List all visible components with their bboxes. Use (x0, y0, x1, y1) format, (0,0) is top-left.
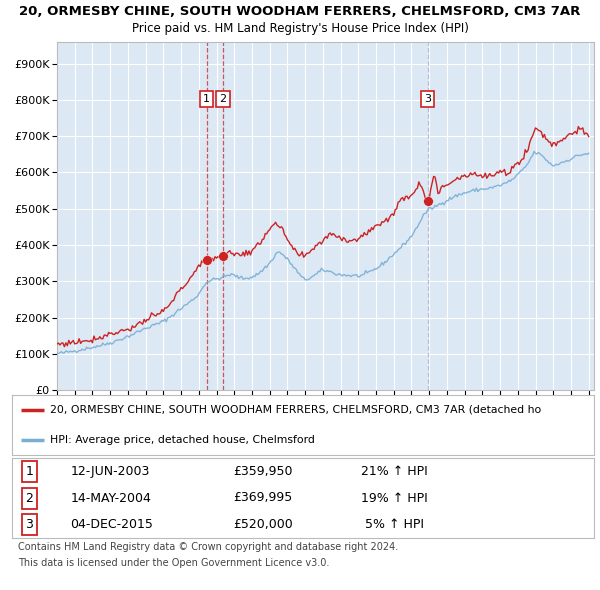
Text: £520,000: £520,000 (233, 518, 293, 531)
Text: 14-MAY-2004: 14-MAY-2004 (70, 491, 151, 504)
Text: 04-DEC-2015: 04-DEC-2015 (70, 518, 153, 531)
Text: 19% ↑ HPI: 19% ↑ HPI (361, 491, 428, 504)
Text: 21% ↑ HPI: 21% ↑ HPI (361, 465, 428, 478)
Text: Contains HM Land Registry data © Crown copyright and database right 2024.: Contains HM Land Registry data © Crown c… (18, 542, 398, 552)
Text: 3: 3 (26, 518, 34, 531)
Text: £359,950: £359,950 (233, 465, 293, 478)
Text: 3: 3 (424, 94, 431, 104)
Text: Price paid vs. HM Land Registry's House Price Index (HPI): Price paid vs. HM Land Registry's House … (131, 22, 469, 35)
Text: 2: 2 (220, 94, 227, 104)
Text: HPI: Average price, detached house, Chelmsford: HPI: Average price, detached house, Chel… (50, 435, 315, 445)
Text: 1: 1 (203, 94, 210, 104)
Text: £369,995: £369,995 (233, 491, 292, 504)
Text: 2: 2 (26, 491, 34, 504)
Text: This data is licensed under the Open Government Licence v3.0.: This data is licensed under the Open Gov… (18, 558, 329, 568)
Text: 1: 1 (26, 465, 34, 478)
Text: 12-JUN-2003: 12-JUN-2003 (70, 465, 149, 478)
Text: 20, ORMESBY CHINE, SOUTH WOODHAM FERRERS, CHELMSFORD, CM3 7AR: 20, ORMESBY CHINE, SOUTH WOODHAM FERRERS… (19, 5, 581, 18)
Text: 20, ORMESBY CHINE, SOUTH WOODHAM FERRERS, CHELMSFORD, CM3 7AR (detached ho: 20, ORMESBY CHINE, SOUTH WOODHAM FERRERS… (50, 405, 541, 415)
Text: 5% ↑ HPI: 5% ↑ HPI (361, 518, 424, 531)
